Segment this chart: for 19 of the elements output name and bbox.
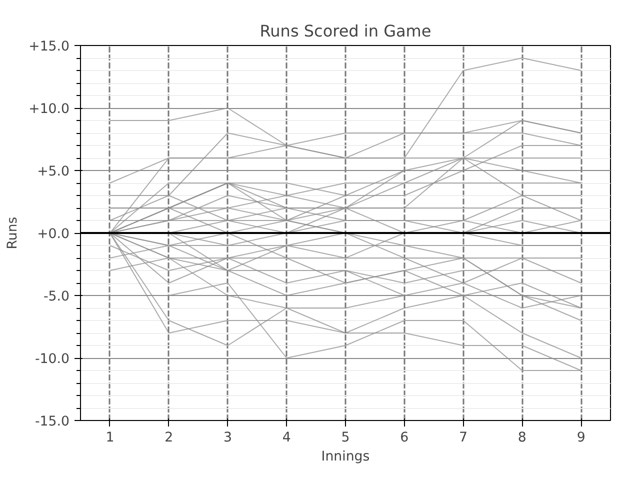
y-tick-label: -15.0: [35, 414, 70, 430]
y-tick-label: +0.0: [37, 227, 70, 242]
x-tick-label: 4: [282, 430, 291, 446]
y-tick-label: -10.0: [35, 352, 70, 367]
y-tick-label: +10.0: [28, 102, 70, 117]
x-tick-label: 8: [518, 430, 526, 446]
y-tick-label: -5.0: [43, 290, 70, 304]
x-tick-label: 2: [164, 430, 174, 446]
chart-title: Runs Scored in Game: [260, 22, 432, 40]
x-tick-label: 1: [106, 430, 114, 446]
x-tick-label: 3: [223, 430, 232, 446]
x-tick-label: 9: [576, 430, 586, 446]
x-tick-label: 7: [459, 430, 468, 446]
y-tick-label: +5.0: [37, 164, 70, 180]
x-tick-label: 6: [400, 430, 409, 446]
y-tick-label: +15.0: [28, 40, 70, 54]
y-axis-title: Runs: [6, 216, 21, 250]
x-axis-title: Innings: [321, 450, 370, 464]
x-tick-label: 5: [341, 430, 350, 446]
